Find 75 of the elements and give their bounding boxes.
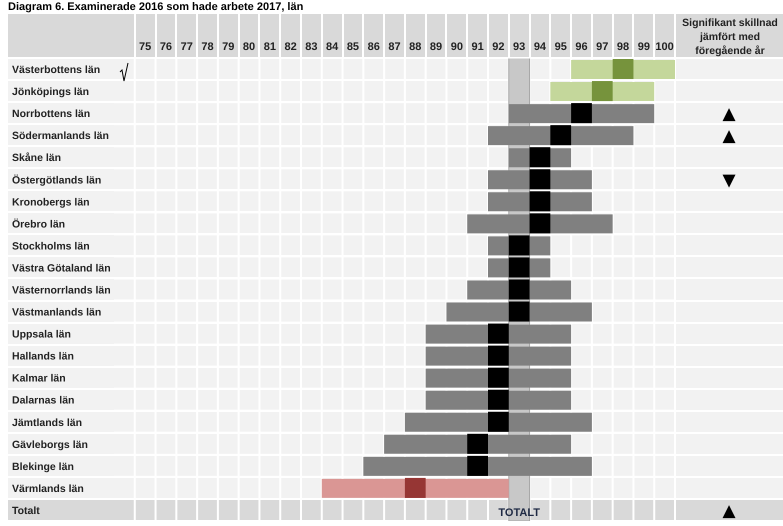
point — [488, 346, 509, 366]
y-tick-label: Kronobergs län — [12, 196, 90, 208]
point — [508, 279, 530, 300]
point — [404, 478, 426, 498]
point — [467, 434, 488, 454]
x-tick-label: 94 — [534, 41, 547, 53]
y-tick-label: Jämtlands län — [12, 416, 82, 429]
x-tick-label: 85 — [346, 41, 360, 53]
x-tick-label: 98 — [616, 41, 630, 53]
y-tick-label: Norrbottens län — [12, 108, 90, 120]
x-tick-label: 90 — [450, 41, 463, 53]
point — [571, 103, 592, 124]
x-tick-label: 80 — [242, 41, 256, 53]
y-tick-label: Kalmar län — [12, 372, 66, 385]
x-tick-label: 87 — [388, 41, 401, 53]
x-tick-label: 78 — [201, 41, 214, 53]
y2-axis-title: Signifikant skillnad jämfört med föregående år — [681, 16, 779, 58]
x-tick-label: 89 — [430, 41, 442, 53]
chart-title: Diagram 6. Examinerade 2016 som hade arbete 2017, län — [8, 0, 304, 14]
x-tick-label: 84 — [326, 41, 340, 53]
y-tick-label: Skåne län — [12, 152, 62, 164]
y-tick-label: Uppsala län — [12, 328, 71, 341]
y-tick-label: Hallands län — [12, 350, 74, 363]
point — [508, 302, 530, 322]
x-tick-label: 99 — [638, 41, 650, 53]
y2-tick-label: ▲ — [722, 500, 736, 521]
point — [530, 213, 550, 234]
point — [550, 125, 572, 146]
y-tick-label: Jönköpings län — [12, 86, 90, 98]
x-tick-label: 92 — [492, 41, 505, 53]
y-tick-label: Stockholms län — [12, 240, 90, 252]
x-tick-label: 75 — [139, 41, 152, 53]
point — [530, 169, 550, 190]
point — [488, 324, 509, 344]
x-tick-label: 79 — [222, 41, 234, 53]
y-tick-label: Västra Götaland län — [12, 262, 111, 274]
x-tick-label: 93 — [513, 41, 526, 53]
point — [488, 390, 509, 410]
y-tick-label: Värmlands län — [12, 482, 84, 495]
y2-tick-label: ▼ — [722, 170, 736, 190]
y-tick-label: Örebro län — [12, 218, 66, 230]
point — [467, 456, 488, 476]
x-tick-label: 77 — [180, 41, 193, 53]
point — [530, 147, 550, 168]
x-tick-label: 100 — [655, 41, 674, 53]
y-tick-label: Västernorrlands län — [12, 284, 111, 296]
point — [592, 81, 613, 102]
y-tick-label: Dalarnas län — [12, 394, 74, 407]
bar — [363, 456, 592, 476]
y-tick-label: Totalt — [12, 504, 40, 517]
x-tick-label: 81 — [264, 41, 276, 53]
x-tick-label: 82 — [284, 41, 297, 53]
point — [488, 368, 509, 388]
y-tick-label: Blekinge län — [12, 460, 74, 473]
y-tick-label: Gävleborgs län — [12, 438, 88, 451]
y-tick-label: Södermanlands län — [12, 130, 109, 142]
x-tick-label: 97 — [596, 41, 608, 53]
point — [508, 257, 530, 278]
x-tick-label: 76 — [160, 41, 172, 53]
x-tick-label: 95 — [554, 41, 567, 53]
point — [530, 191, 550, 212]
band-label: TOTALT — [498, 507, 540, 519]
point — [488, 412, 509, 432]
y2-tick-label: ▲ — [722, 126, 736, 146]
point — [612, 59, 634, 80]
x-tick-label: 83 — [305, 41, 318, 53]
x-tick-label: 86 — [368, 41, 380, 53]
y-tick-label: Västmanlands län — [12, 306, 102, 319]
x-tick-label: 91 — [471, 41, 484, 53]
y-tick-label: Västerbottens län — [12, 64, 100, 76]
x-tick-label: 96 — [575, 41, 588, 53]
y2-tick-label: ▲ — [722, 104, 736, 124]
x-tick-label: 88 — [409, 41, 422, 53]
y-tick-label: Östergötlands län — [12, 174, 102, 186]
point — [508, 235, 530, 256]
